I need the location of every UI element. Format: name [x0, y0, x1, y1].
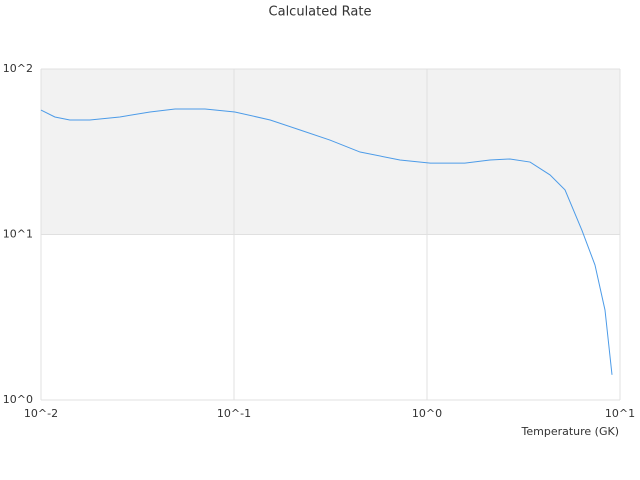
y-tick-label: 10^2 — [3, 62, 33, 75]
y-tick-label: 10^0 — [3, 393, 33, 406]
x-tick-label: 10^0 — [412, 407, 442, 420]
x-tick-label: 10^-2 — [24, 407, 58, 420]
x-tick-label: 10^-1 — [217, 407, 251, 420]
x-axis-label: Temperature (GK) — [521, 425, 620, 438]
data-line — [40, 108, 613, 375]
plot-band — [41, 69, 620, 235]
x-tick-label: 10^1 — [605, 407, 635, 420]
chart-title: Calculated Rate — [269, 5, 372, 20]
y-tick-label: 10^1 — [3, 228, 33, 241]
